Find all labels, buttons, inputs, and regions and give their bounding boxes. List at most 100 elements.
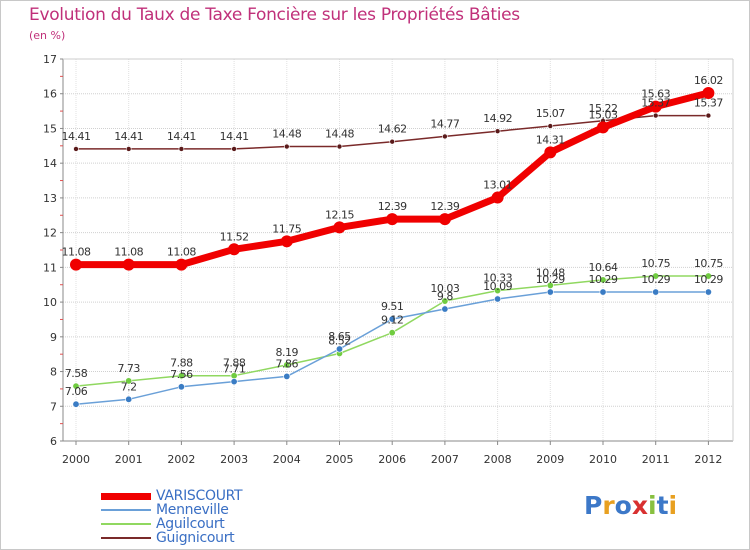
point-aguilcourt-2008 xyxy=(494,287,502,295)
data-label-variscourt-2003: 11.52 xyxy=(220,230,249,243)
data-label-menneville-2005: 8.65 xyxy=(328,330,351,343)
data-label-guignicourt-2010: 15.22 xyxy=(589,102,618,115)
x-tick-label-2011: 2011 xyxy=(642,453,670,466)
data-label-aguilcourt-2012: 10.75 xyxy=(694,257,723,270)
data-label-variscourt-2009: 14.31 xyxy=(536,133,565,146)
point-variscourt-2008 xyxy=(491,191,504,204)
data-label-aguilcourt-2008: 10.33 xyxy=(483,272,512,285)
point-variscourt-2006 xyxy=(386,213,399,226)
data-label-variscourt-2010: 15.03 xyxy=(589,108,618,121)
chart-title: Evolution du Taux de Taxe Foncière sur l… xyxy=(29,5,520,25)
data-label-variscourt-2008: 13.01 xyxy=(483,179,512,192)
legend-swatch-variscourt xyxy=(101,492,151,500)
x-tick-label-2009: 2009 xyxy=(536,453,564,466)
data-label-menneville-2007: 9.8 xyxy=(437,290,453,303)
data-label-aguilcourt-2007: 10.03 xyxy=(430,282,459,295)
x-tick-label-2012: 2012 xyxy=(694,453,722,466)
point-variscourt-2010 xyxy=(597,121,609,134)
data-label-aguilcourt-2005: 8.52 xyxy=(328,334,351,347)
y-tick-label-7: 7 xyxy=(50,400,57,413)
data-label-variscourt-2005: 12.15 xyxy=(325,208,354,221)
data-label-variscourt-2012: 16.02 xyxy=(694,74,723,87)
point-guignicourt-2003 xyxy=(231,146,237,152)
point-guignicourt-2011 xyxy=(652,112,659,119)
point-guignicourt-2008 xyxy=(494,128,501,135)
data-label-aguilcourt-2009: 10.48 xyxy=(536,266,565,279)
point-menneville-2006 xyxy=(388,315,396,323)
point-menneville-2000 xyxy=(72,400,80,408)
legend-label-variscourt: VARISCOURT xyxy=(156,488,243,504)
data-label-variscourt-2011: 15.63 xyxy=(641,88,670,101)
point-menneville-2004 xyxy=(283,372,291,380)
point-guignicourt-2006 xyxy=(389,138,396,145)
point-guignicourt-2001 xyxy=(125,146,132,152)
data-label-menneville-2010: 10.29 xyxy=(589,273,618,286)
point-aguilcourt-2007 xyxy=(441,297,449,305)
x-tick-label-2001: 2001 xyxy=(115,453,143,466)
point-menneville-2003 xyxy=(230,378,238,386)
data-label-guignicourt-2008: 14.92 xyxy=(483,112,512,125)
point-variscourt-2009 xyxy=(544,146,557,159)
data-label-menneville-2012: 10.29 xyxy=(694,273,723,286)
data-label-menneville-2001: 7.2 xyxy=(121,380,137,393)
point-aguilcourt-2006 xyxy=(388,329,396,337)
legend-label-menneville: Menneville xyxy=(156,502,229,518)
logo-letter: t xyxy=(656,491,669,520)
legend-item-variscourt: VARISCOURT xyxy=(101,488,243,504)
point-guignicourt-2005 xyxy=(336,143,343,150)
legend: VARISCOURT Menneville Aguilcourt Guignicour… xyxy=(101,488,243,546)
point-variscourt-2003 xyxy=(228,243,241,256)
point-menneville-2008 xyxy=(494,295,502,303)
point-variscourt-2004 xyxy=(280,235,293,248)
point-menneville-2010 xyxy=(599,288,607,296)
x-tick-label-2000: 2000 xyxy=(62,453,90,466)
point-guignicourt-2009 xyxy=(547,123,554,129)
x-tick-label-2003: 2003 xyxy=(220,453,248,466)
x-tick-label-2002: 2002 xyxy=(167,453,195,466)
data-label-aguilcourt-2000: 7.58 xyxy=(65,367,88,380)
y-tick-label-13: 13 xyxy=(43,192,57,205)
data-label-guignicourt-2002: 14.41 xyxy=(167,130,196,143)
point-variscourt-2011 xyxy=(649,100,662,113)
data-label-guignicourt-2005: 14.48 xyxy=(325,128,354,141)
logo-letter: i xyxy=(668,491,678,520)
data-label-variscourt-2001: 11.08 xyxy=(114,246,143,259)
point-guignicourt-2004 xyxy=(283,143,290,150)
logo-letter: P xyxy=(584,491,603,520)
data-label-guignicourt-2006: 14.62 xyxy=(378,123,407,136)
y-tick-label-16: 16 xyxy=(43,88,57,101)
data-label-guignicourt-2000: 14.41 xyxy=(62,130,91,143)
data-label-guignicourt-2001: 14.41 xyxy=(114,130,143,143)
data-label-guignicourt-2003: 14.41 xyxy=(220,130,249,143)
point-variscourt-2000 xyxy=(70,258,82,271)
x-tick-label-2008: 2008 xyxy=(484,453,512,466)
legend-swatch-menneville xyxy=(101,509,151,511)
legend-label-guignicourt: Guignicourt xyxy=(156,530,235,546)
data-label-menneville-2006: 9.51 xyxy=(381,300,404,313)
point-aguilcourt-2001 xyxy=(125,377,133,385)
data-label-aguilcourt-2006: 9.12 xyxy=(381,314,404,327)
logo-letter: o xyxy=(614,491,632,520)
data-label-menneville-2004: 7.86 xyxy=(276,357,299,370)
logo-letter: x xyxy=(631,491,648,520)
x-tick-label-2006: 2006 xyxy=(378,453,406,466)
data-label-menneville-2000: 7.06 xyxy=(65,385,88,398)
data-label-guignicourt-2009: 15.07 xyxy=(536,107,565,120)
legend-item-menneville: Menneville xyxy=(101,503,242,517)
data-label-aguilcourt-2011: 10.75 xyxy=(641,257,670,270)
x-tick-label-2007: 2007 xyxy=(431,453,459,466)
data-label-aguilcourt-2002: 7.88 xyxy=(170,357,193,370)
x-tick-label-2004: 2004 xyxy=(273,453,301,466)
point-variscourt-2007 xyxy=(438,213,451,226)
y-tick-label-14: 14 xyxy=(43,157,57,170)
data-label-menneville-2003: 7.71 xyxy=(223,363,246,376)
y-tick-label-12: 12 xyxy=(43,227,57,240)
point-variscourt-2001 xyxy=(122,258,135,271)
y-tick-label-17: 17 xyxy=(43,53,57,66)
data-label-guignicourt-2004: 14.48 xyxy=(272,128,301,141)
point-menneville-2007 xyxy=(441,305,449,313)
logo-letter: r xyxy=(602,491,615,520)
data-label-guignicourt-2011: 15.37 xyxy=(641,97,670,110)
point-aguilcourt-2011 xyxy=(652,272,660,280)
legend-label-aguilcourt: Aguilcourt xyxy=(156,516,225,532)
